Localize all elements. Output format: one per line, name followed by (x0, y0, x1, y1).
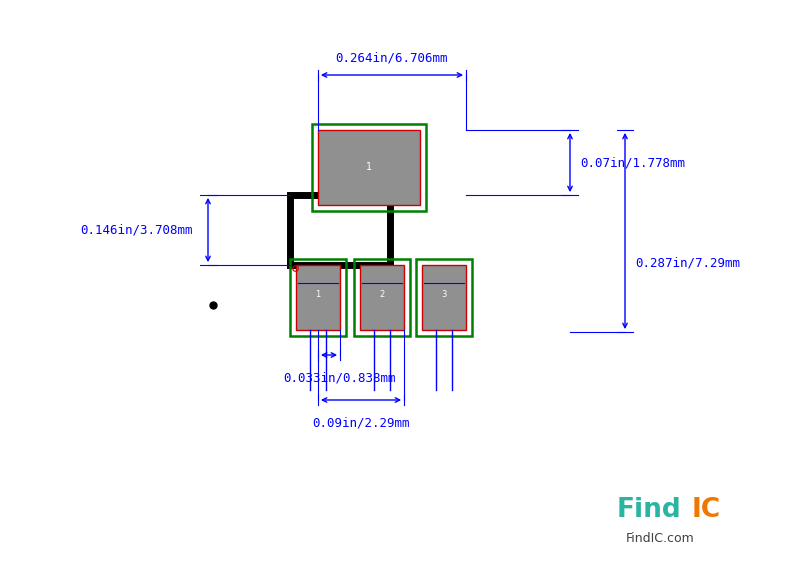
Bar (318, 130, 420, 205)
Text: 0.264in/6.706mm: 0.264in/6.706mm (336, 52, 448, 65)
Bar (416, 260, 471, 336)
Text: 0.287in/7.29mm: 0.287in/7.29mm (635, 257, 740, 269)
Text: 0.146in/3.708mm: 0.146in/3.708mm (80, 223, 193, 237)
Bar (422, 265, 466, 330)
Text: 3: 3 (442, 290, 446, 299)
Bar (290, 260, 346, 336)
Text: 0.09in/2.29mm: 0.09in/2.29mm (312, 417, 410, 430)
Bar (290, 195, 390, 265)
Text: 1: 1 (315, 290, 321, 299)
Text: Find: Find (617, 497, 682, 523)
Bar (318, 130, 420, 205)
Bar (290, 195, 390, 265)
Text: IC: IC (691, 497, 721, 523)
Bar (422, 265, 466, 330)
Text: 0.033in/0.838mm: 0.033in/0.838mm (284, 371, 396, 384)
Bar (354, 260, 410, 336)
Text: 1: 1 (366, 163, 372, 172)
Bar (296, 265, 340, 330)
Text: FindIC.com: FindIC.com (626, 532, 694, 544)
Text: 0.07in/1.778mm: 0.07in/1.778mm (580, 156, 685, 170)
Bar (296, 265, 340, 330)
Text: 2: 2 (379, 290, 385, 299)
Bar (312, 124, 426, 211)
Bar (360, 265, 404, 330)
Bar (290, 195, 390, 265)
Bar (360, 265, 404, 330)
